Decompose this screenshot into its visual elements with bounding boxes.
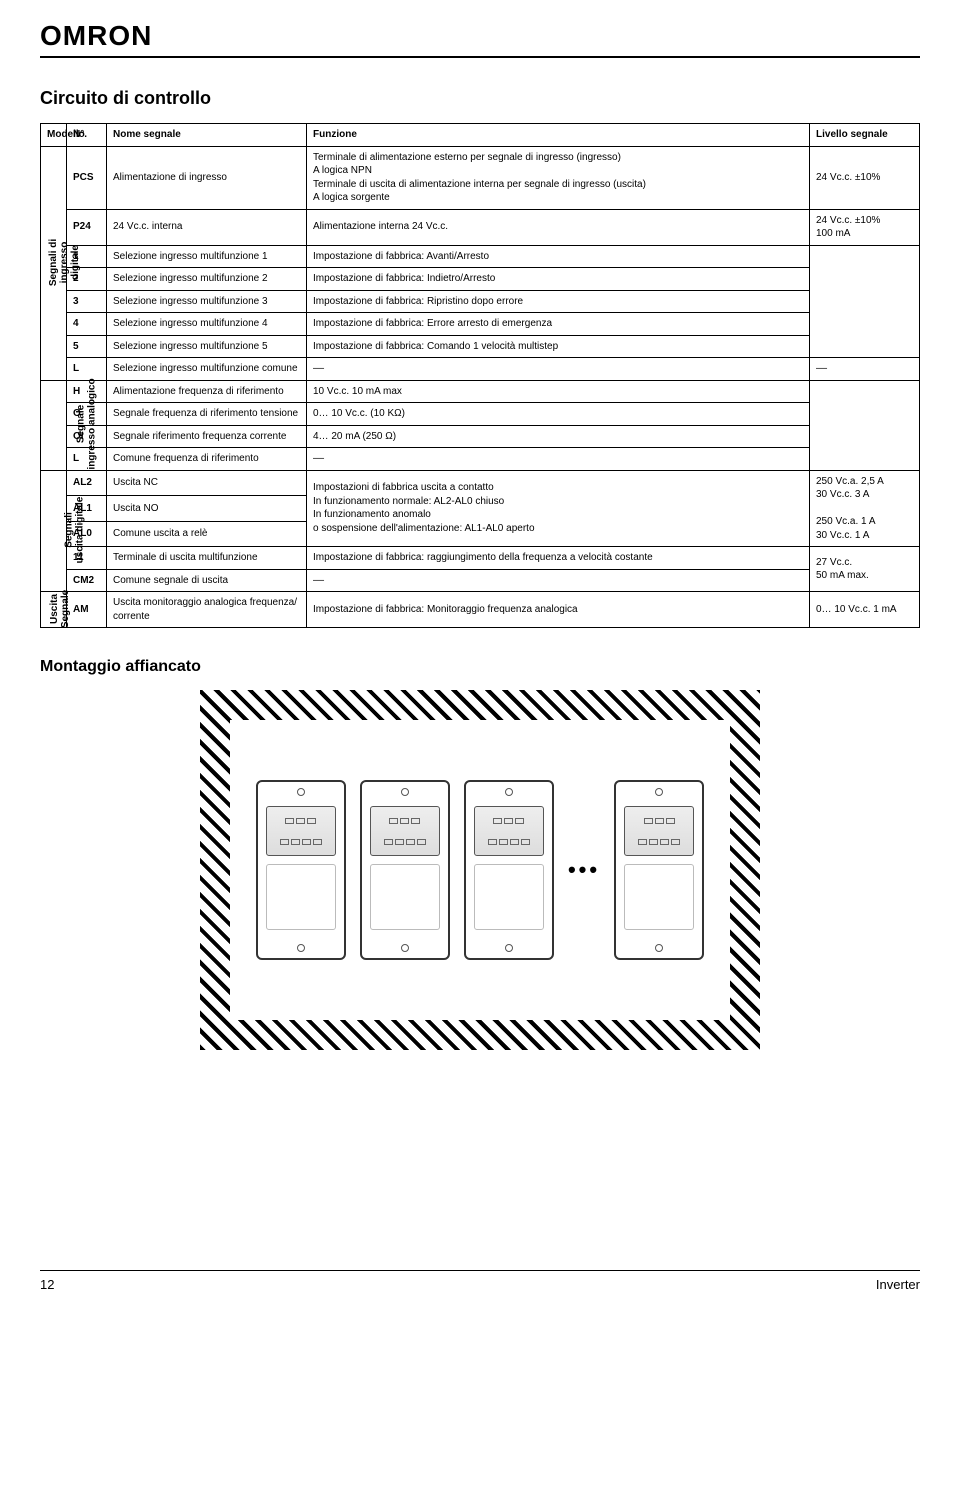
th-model: Modello [41, 124, 67, 147]
cell-signal-name: Terminale di uscita multifunzione [107, 547, 307, 570]
cell-function: Terminale di alimentazione esterno per s… [307, 146, 810, 209]
table-row: CM2Comune segnale di uscita–– [41, 569, 920, 592]
cell-signal-name: Comune uscita a relè [107, 521, 307, 547]
cell-n: L [67, 358, 107, 381]
cell-level: 0… 10 Vc.c. 1 mA [810, 592, 920, 628]
cell-function: –– [307, 358, 810, 381]
group-label: Segnaliuscita digitale [41, 470, 67, 592]
group-label: Segnali diingressodigitale [41, 146, 67, 380]
cell-function: Alimentazione interna 24 Vc.c. [307, 209, 810, 245]
table-row: Segnali diingressodigitalePCSAlimentazio… [41, 146, 920, 209]
cell-signal-name: Comune frequenza di riferimento [107, 448, 307, 471]
cell-n: 3 [67, 290, 107, 313]
table-row: OISegnale riferimento frequenza corrente… [41, 425, 920, 448]
cell-level: 24 Vc.c. ±10%100 mA [810, 209, 920, 245]
cell-n: PCS [67, 146, 107, 209]
th-signal: Nome segnale [107, 124, 307, 147]
table-row: 5Selezione ingresso multifunzione 5Impos… [41, 335, 920, 358]
cell-function: Impostazione di fabbrica: Errore arresto… [307, 313, 810, 336]
cell-level: 27 Vc.c.50 mA max. [810, 547, 920, 592]
cell-signal-name: Comune segnale di uscita [107, 569, 307, 592]
cell-function: Impostazione di fabbrica: Indietro/Arres… [307, 268, 810, 291]
cell-signal-name: Segnale frequenza di riferimento tension… [107, 403, 307, 426]
table-row: OSegnale frequenza di riferimento tensio… [41, 403, 920, 426]
page-footer: 12 Inverter [40, 1270, 920, 1292]
th-level: Livello segnale [810, 124, 920, 147]
table-row: 4Selezione ingresso multifunzione 4Impos… [41, 313, 920, 336]
cell-signal-name: Selezione ingresso multifunzione 2 [107, 268, 307, 291]
cell-function: Impostazioni di fabbrica uscita a contat… [307, 470, 810, 547]
cell-function: Impostazione di fabbrica: Ripristino dop… [307, 290, 810, 313]
table-row: LSelezione ingresso multifunzione comune… [41, 358, 920, 381]
cell-function: Impostazione di fabbrica: Avanti/Arresto [307, 245, 810, 268]
table-row: 1Selezione ingresso multifunzione 1Impos… [41, 245, 920, 268]
table-row: LComune frequenza di riferimento–– [41, 448, 920, 471]
th-function: Funzione [307, 124, 810, 147]
cell-level [810, 380, 920, 470]
cell-function: Impostazione di fabbrica: Comando 1 velo… [307, 335, 810, 358]
page-number: 12 [40, 1277, 54, 1292]
cell-signal-name: Alimentazione frequenza di riferimento [107, 380, 307, 403]
cell-signal-name: Uscita monitoraggio analogica frequenza/… [107, 592, 307, 628]
inverter-unit [614, 780, 704, 960]
cell-signal-name: Selezione ingresso multifunzione 4 [107, 313, 307, 336]
cell-function: 10 Vc.c. 10 mA max [307, 380, 810, 403]
cell-function: Impostazione di fabbrica: raggiungimento… [307, 547, 810, 570]
inverter-unit [464, 780, 554, 960]
cell-n: AL2 [67, 470, 107, 496]
cell-signal-name: Selezione ingresso multifunzione comune [107, 358, 307, 381]
cell-level: 250 Vc.a. 2,5 A30 Vc.c. 3 A250 Vc.a. 1 A… [810, 470, 920, 547]
cell-function: 0… 10 Vc.c. (10 KΩ) [307, 403, 810, 426]
cell-signal-name: Uscita NC [107, 470, 307, 496]
cell-function: Impostazione di fabbrica: Monitoraggio f… [307, 592, 810, 628]
table-row: 2Selezione ingresso multifunzione 2Impos… [41, 268, 920, 291]
th-n: N°. [67, 124, 107, 147]
header-rule [40, 56, 920, 58]
cell-signal-name: 24 Vc.c. interna [107, 209, 307, 245]
inverter-unit [256, 780, 346, 960]
illustration-title: Montaggio affiancato [40, 658, 920, 676]
cell-function: –– [307, 569, 810, 592]
cell-signal-name: Alimentazione di ingresso [107, 146, 307, 209]
cell-signal-name: Segnale riferimento frequenza corrente [107, 425, 307, 448]
cell-level: –– [810, 358, 920, 381]
table-row: 3Selezione ingresso multifunzione 3Impos… [41, 290, 920, 313]
brand-logo: OMRON [40, 20, 920, 52]
cell-n: 4 [67, 313, 107, 336]
cell-signal-name: Selezione ingresso multifunzione 5 [107, 335, 307, 358]
table-row: Segnaliuscita digitaleAL2Uscita NCImpost… [41, 470, 920, 496]
inverter-unit [360, 780, 450, 960]
cell-signal-name: Selezione ingresso multifunzione 3 [107, 290, 307, 313]
group-label: Segnaleingresso analogico [41, 380, 67, 470]
cell-level: 24 Vc.c. ±10% [810, 146, 920, 209]
cell-function: 4… 20 mA (250 Ω) [307, 425, 810, 448]
table-row: P2424 Vc.c. internaAlimentazione interna… [41, 209, 920, 245]
doc-label: Inverter [876, 1277, 920, 1292]
page-title: Circuito di controllo [40, 88, 920, 109]
ellipsis: ••• [568, 857, 600, 883]
cell-n: AM [67, 592, 107, 628]
cell-signal-name: Selezione ingresso multifunzione 1 [107, 245, 307, 268]
cell-n: 5 [67, 335, 107, 358]
cell-function: –– [307, 448, 810, 471]
cell-n: CM2 [67, 569, 107, 592]
cell-level [810, 245, 920, 358]
cell-signal-name: Uscita NO [107, 496, 307, 522]
group-label: UscitaSegnale [41, 592, 67, 628]
table-row: Segnaleingresso analogicoHAlimentazione … [41, 380, 920, 403]
table-row: 11Terminale di uscita multifunzioneImpos… [41, 547, 920, 570]
table-row: UscitaSegnaleAMUscita monitoraggio analo… [41, 592, 920, 628]
control-circuit-table: Modello N°. Nome segnale Funzione Livell… [40, 123, 920, 628]
mounting-illustration: ••• [40, 690, 920, 1050]
